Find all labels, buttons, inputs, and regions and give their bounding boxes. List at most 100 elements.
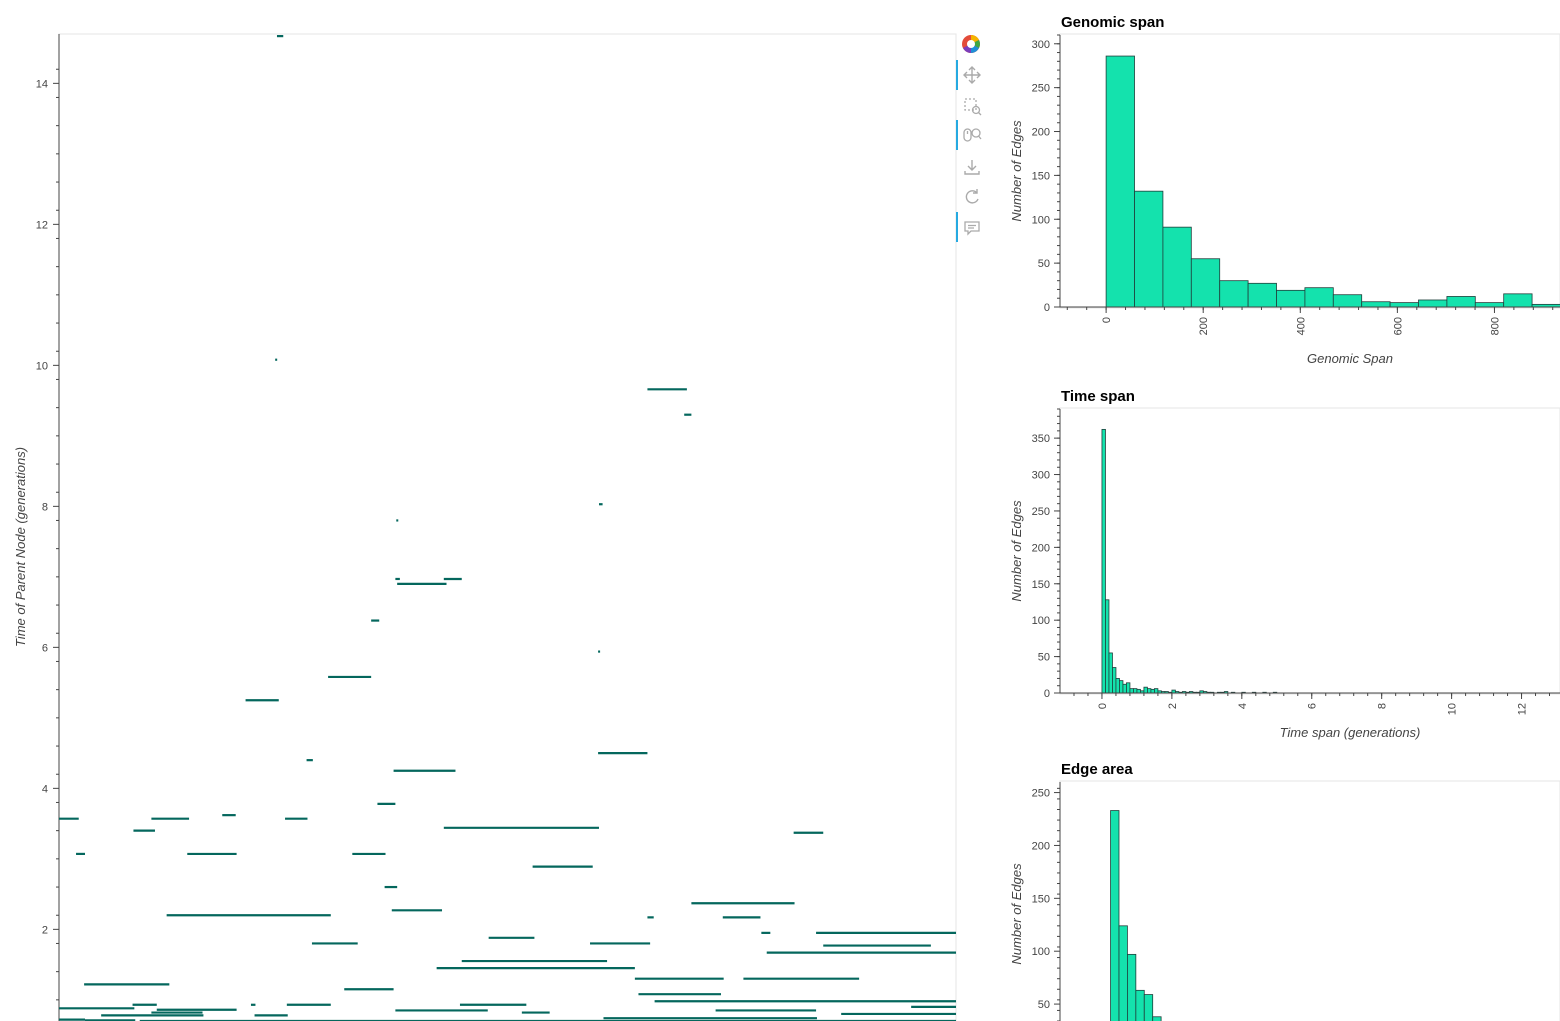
histogram-bar: [1152, 1016, 1162, 1021]
histogram-bar: [1304, 287, 1334, 308]
genomic-span-histogram[interactable]: Genomic span 0 50 100 150 200 250 300 0 200 400 60…: [1000, 0, 1560, 375]
histogram-bar: [1276, 289, 1306, 308]
save-icon[interactable]: [956, 152, 986, 178]
histogram-bar: [1154, 688, 1159, 694]
histogram-bar: [1474, 302, 1505, 308]
x-tick-label: 2: [1167, 703, 1179, 709]
histogram-bar: [1133, 688, 1138, 694]
x-axis-label: Time span (generations): [1280, 725, 1421, 740]
histogram-bar: [1247, 282, 1277, 308]
plot-toolbar: [956, 30, 986, 250]
histogram-bar: [1110, 810, 1120, 1021]
histogram-bars: [1110, 810, 1162, 1021]
y-axis-label: Number of Edges: [1009, 120, 1024, 222]
wheel-zoom-icon[interactable]: [956, 120, 986, 150]
histogram-bar: [1101, 428, 1106, 694]
y-axis-label: Number of Edges: [1009, 863, 1024, 965]
histogram-bar: [1129, 688, 1134, 694]
histogram-bar: [1446, 296, 1476, 308]
histogram-title: Genomic span: [1061, 14, 1164, 31]
histogram-bar: [1190, 258, 1221, 308]
y-tick-label: 250: [1032, 506, 1050, 518]
histogram-bar: [1361, 301, 1391, 308]
histogram-bar: [1122, 683, 1127, 694]
y-tick-label: 8: [42, 501, 48, 513]
histogram-bar: [1503, 293, 1533, 308]
x-axis-label: Genomic Span: [1307, 351, 1393, 366]
histogram-bar: [1105, 599, 1110, 694]
box-zoom-icon[interactable]: [956, 90, 986, 116]
y-tick-label: 150: [1032, 893, 1050, 905]
histogram-bar: [1105, 55, 1135, 308]
y-tick-label: 12: [36, 219, 48, 231]
histogram-bar: [1150, 688, 1155, 694]
y-tick-label: 200: [1032, 127, 1050, 139]
y-axis: 2 4 6 8 10 12 14: [36, 34, 60, 1021]
y-tick-label: 100: [1032, 214, 1050, 226]
y-tick-label: 50: [1038, 652, 1050, 664]
histogram-bar: [1332, 294, 1363, 308]
y-tick-label: 300: [1032, 470, 1050, 482]
reset-icon[interactable]: [956, 182, 986, 208]
histogram-bar: [1135, 989, 1145, 1021]
histogram-bar: [1127, 953, 1137, 1021]
histogram-bar: [1118, 925, 1128, 1021]
y-tick-label: 50: [1038, 258, 1050, 270]
x-tick-label: 6: [1307, 703, 1319, 709]
time-span-histogram[interactable]: Time span 0 50 100 150 200 250 300 350 0 2 4 6 8 10 12…: [1000, 382, 1560, 747]
histogram-axes: 0 50 100 150 200 250 300 350 0 2 4 6 8 10 12: [1032, 408, 1560, 715]
x-tick-label: 600: [1392, 317, 1404, 335]
histogram-bar: [1143, 994, 1154, 1021]
histogram-bars: [1101, 428, 1278, 694]
histogram-title: Time span: [1061, 388, 1135, 405]
x-tick-label: 0: [1101, 317, 1113, 323]
histogram-bar: [1115, 678, 1120, 694]
y-tick-label: 4: [42, 783, 48, 795]
x-tick-label: 400: [1295, 317, 1307, 335]
y-tick-label: 150: [1032, 579, 1050, 591]
y-tick-label: 0: [1044, 302, 1050, 314]
y-tick-label: 2: [42, 924, 48, 936]
x-tick-label: 4: [1237, 703, 1249, 709]
histogram-bar: [1112, 667, 1117, 694]
y-tick-label: 150: [1032, 170, 1050, 182]
histogram-bar: [1219, 280, 1249, 308]
x-tick-label: 800: [1489, 317, 1501, 335]
x-tick-label: 8: [1377, 703, 1389, 709]
edge-area-histogram[interactable]: Edge area 50 100 150 200 250 Number of Edges: [1000, 756, 1560, 1021]
y-tick-label: 100: [1032, 615, 1050, 627]
y-tick-label: 6: [42, 642, 48, 654]
y-tick-label: 0: [1044, 688, 1050, 700]
plot-frame: [58, 33, 957, 1021]
bokeh-logo-icon[interactable]: [956, 30, 986, 56]
y-tick-label: 200: [1032, 542, 1050, 554]
histogram-bar: [1119, 680, 1124, 694]
y-tick-label: 50: [1038, 999, 1050, 1011]
y-tick-label: 10: [36, 360, 48, 372]
edges-plot[interactable]: 2 4 6 8 10 12 14 Time of Parent Node (generati…: [0, 0, 958, 1021]
histogram-bar: [1162, 226, 1192, 308]
x-tick-label: 200: [1198, 317, 1210, 335]
edge-segments: [59, 35, 956, 1021]
pan-icon[interactable]: [956, 60, 986, 90]
y-axis-label: Number of Edges: [1009, 500, 1024, 602]
x-tick-label: 0: [1097, 703, 1109, 709]
y-tick-label: 250: [1032, 788, 1050, 800]
y-axis-label: Time of Parent Node (generations): [13, 447, 28, 647]
histogram-title: Edge area: [1061, 761, 1133, 778]
y-tick-label: 350: [1032, 433, 1050, 445]
y-tick-label: 100: [1032, 946, 1050, 958]
histogram-bar: [1147, 688, 1152, 694]
y-tick-label: 250: [1032, 83, 1050, 95]
x-tick-label: 10: [1447, 703, 1459, 715]
y-tick-label: 300: [1032, 39, 1050, 51]
histogram-axes: 0 50 100 150 200 250 300 0 200 400 600 800: [1032, 34, 1560, 335]
histogram-bar: [1108, 652, 1113, 694]
x-tick-label: 12: [1517, 703, 1529, 715]
histogram-bar: [1389, 302, 1419, 308]
histogram-axes: 50 100 150 200 250: [1032, 782, 1061, 1021]
histogram-bar: [1136, 688, 1141, 694]
histogram-bars: [1105, 55, 1560, 308]
hover-icon[interactable]: [956, 212, 986, 242]
plot-frame: [1059, 407, 1560, 695]
